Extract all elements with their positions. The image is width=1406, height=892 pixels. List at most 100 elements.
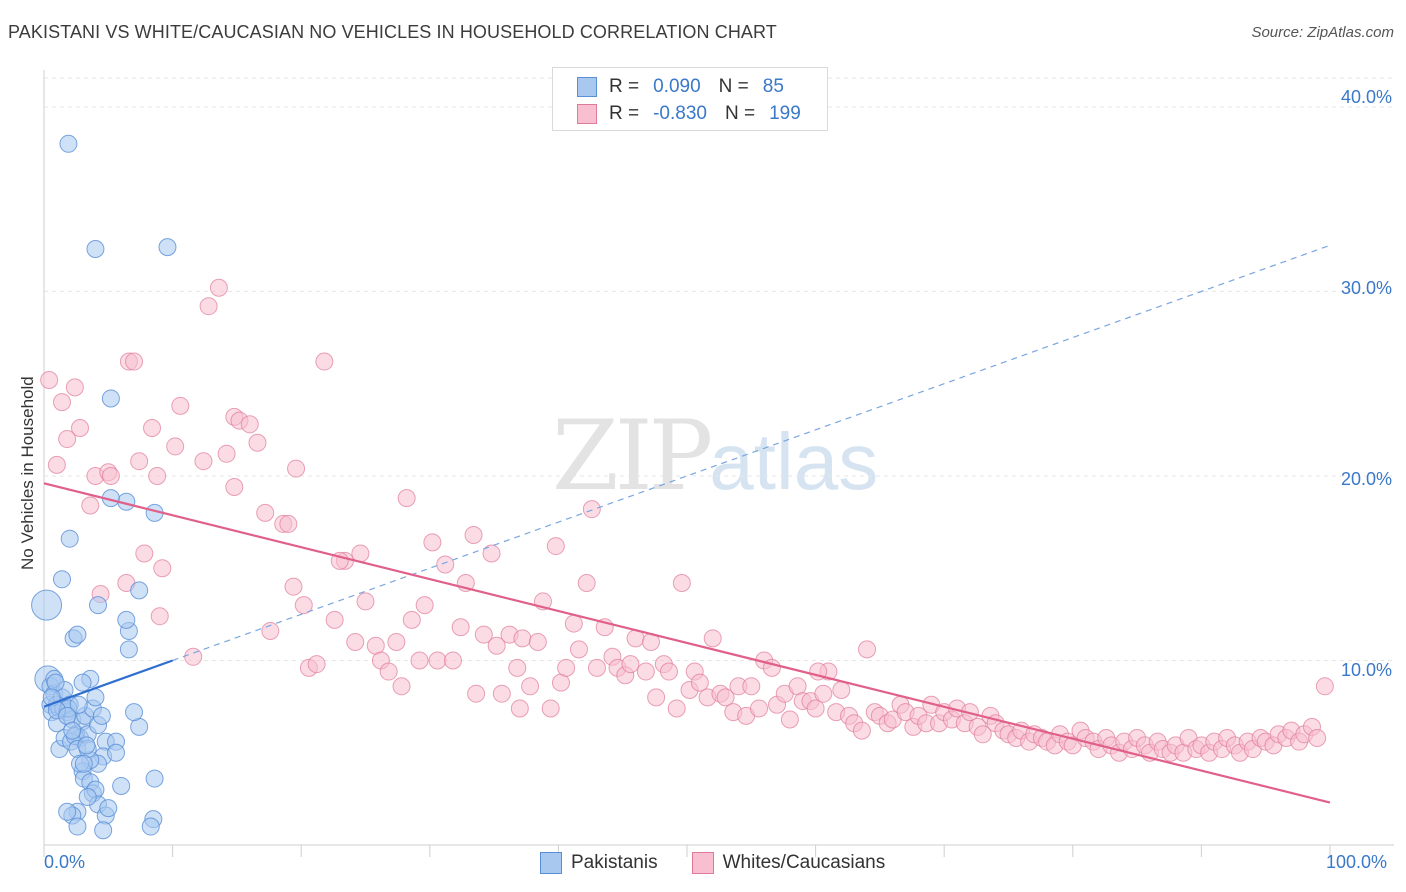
data-point-whites (451, 618, 470, 637)
whites-legend-label: Whites/Caucasians (722, 852, 886, 873)
stats-legend-row-white: R = -0.830 N = 199 (577, 103, 801, 125)
data-point-whites (443, 651, 462, 670)
data-point-whites (541, 699, 560, 718)
y-axis-label: No Vehicles in Household (18, 376, 37, 570)
data-point-whites (387, 633, 406, 652)
r-label: R = (609, 103, 640, 124)
data-point-whites (546, 537, 565, 556)
data-point-whites (135, 544, 154, 563)
data-point-pakistanis (68, 817, 87, 836)
r-value: -0.830 (653, 103, 707, 124)
data-point-whites (690, 673, 709, 692)
data-point-pakistanis (60, 529, 79, 548)
pakistanis-trend-line (43, 659, 173, 708)
data-point-whites (508, 658, 527, 677)
legend-item-pakistanis: Pakistanis (540, 852, 658, 874)
data-point-whites (587, 658, 606, 677)
data-point-pakistanis (58, 802, 77, 821)
data-point-whites (621, 655, 640, 674)
whites-trend-line (43, 482, 1331, 804)
data-point-whites (209, 278, 228, 297)
data-point-whites (402, 610, 421, 629)
data-point-whites (171, 396, 190, 415)
data-point-whites (577, 573, 596, 592)
data-point-whites (832, 681, 851, 699)
data-point-whites (53, 393, 72, 412)
y-tick-20: 20.0% (1340, 469, 1392, 489)
data-point-pakistanis (130, 581, 149, 600)
data-point-whites (510, 699, 529, 718)
data-point-whites (240, 415, 259, 434)
r-value: 0.090 (653, 76, 701, 97)
data-point-whites (582, 500, 601, 519)
data-point-whites (672, 573, 691, 592)
data-point-whites (410, 651, 429, 670)
data-point-pakistanis (117, 610, 136, 629)
data-point-whites (194, 452, 213, 471)
data-point-whites (521, 677, 540, 696)
data-point-pakistanis (119, 640, 138, 659)
data-point-pakistanis (92, 706, 111, 725)
pakistanis-legend-swatch (540, 852, 562, 874)
data-point-pakistanis (46, 673, 65, 692)
x-tick-min: 0.0% (44, 852, 86, 872)
data-point-whites (217, 444, 236, 463)
data-point-whites (81, 496, 100, 515)
data-point-whites (256, 503, 275, 522)
data-point-whites (199, 297, 218, 316)
data-point-whites (65, 378, 84, 397)
data-point-whites (71, 418, 90, 437)
chart-title: PAKISTANI VS WHITE/CAUCASIAN NO VEHICLES… (8, 22, 777, 42)
stats-legend-row-pakistani: R = 0.090 N = 85 (577, 76, 784, 98)
data-point-pakistanis (63, 721, 82, 740)
data-point-whites (287, 459, 306, 478)
y-tick-30: 30.0% (1340, 278, 1392, 298)
data-point-whites (973, 725, 992, 744)
series-legend: Pakistanis Whites/Caucasians (540, 852, 919, 874)
data-point-whites (436, 555, 455, 574)
y-tick-40: 40.0% (1340, 87, 1392, 107)
data-point-whites (716, 688, 735, 707)
source-label: Source: ZipAtlas.com (1251, 24, 1394, 41)
data-point-pakistanis (145, 769, 164, 788)
data-point-whites (225, 478, 244, 497)
y-tick-10: 10.0% (1340, 660, 1392, 680)
data-point-whites (474, 625, 493, 644)
data-point-pakistanis (59, 134, 78, 153)
whites-legend-swatch (691, 852, 714, 874)
data-point-whites (184, 647, 203, 666)
data-point-pakistanis (94, 821, 113, 840)
data-point-pakistanis (77, 736, 96, 755)
data-point-whites (1315, 677, 1334, 696)
data-point-whites (703, 629, 722, 648)
data-point-whites (279, 514, 298, 533)
data-point-whites (166, 437, 185, 456)
data-point-pakistanis (86, 239, 105, 258)
data-point-whites (150, 607, 169, 626)
x-tick-max: 100.0% (1326, 852, 1388, 872)
data-point-whites (806, 699, 825, 718)
pakistani-swatch (577, 77, 597, 97)
data-point-whites (125, 352, 144, 371)
data-point-pakistanis (99, 799, 118, 818)
watermark-zip: ZIP (552, 400, 713, 512)
data-point-pakistanis (31, 589, 63, 621)
data-point-pakistanis (73, 673, 92, 692)
data-point-whites (564, 614, 583, 633)
data-point-whites (346, 633, 365, 652)
data-point-whites (1308, 728, 1327, 747)
data-point-whites (780, 710, 799, 729)
data-point-whites (415, 596, 434, 615)
data-point-pakistanis (78, 788, 97, 807)
data-point-pakistanis (112, 776, 131, 795)
data-point-whites (482, 544, 501, 563)
data-point-pakistanis (107, 743, 126, 762)
data-point-whites (325, 610, 344, 629)
pakistanis-trend-extension (172, 244, 1331, 662)
data-point-pakistanis (69, 695, 88, 714)
data-point-pakistanis (74, 754, 93, 773)
data-point-whites (647, 688, 666, 707)
data-point-pakistanis (53, 570, 72, 589)
n-value: 85 (762, 76, 784, 97)
